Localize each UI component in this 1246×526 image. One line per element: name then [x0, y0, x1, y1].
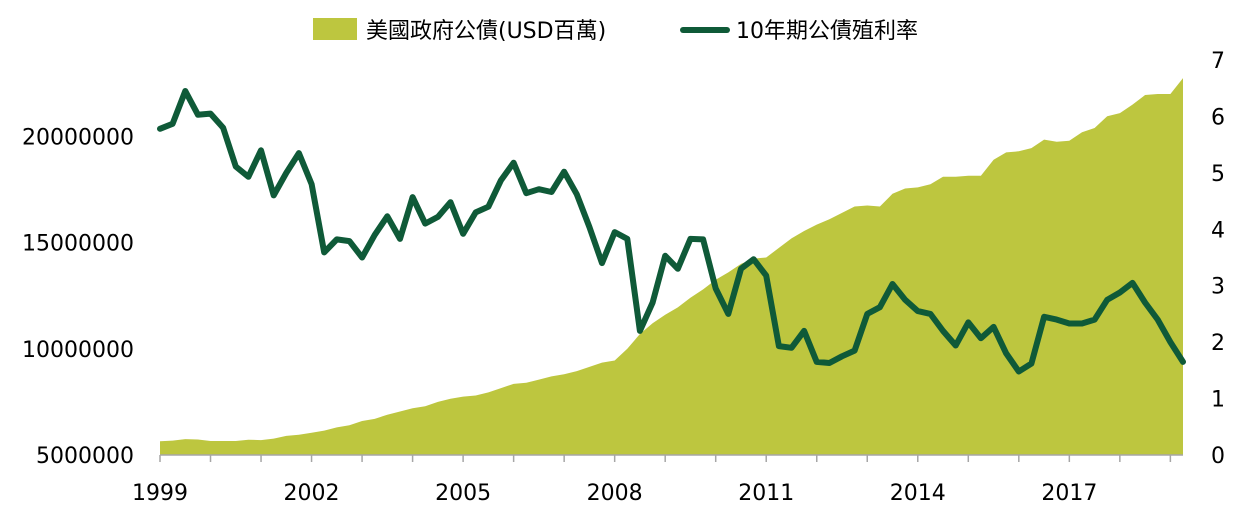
legend-label-area: 美國政府公債(USD百萬) [366, 19, 606, 44]
y-right-tick-label: 1 [1211, 388, 1225, 413]
y-right-tick-label: 2 [1211, 331, 1225, 356]
legend: 美國政府公債(USD百萬) 10年期公債殖利率 [313, 18, 918, 44]
x-tick-label: 2002 [284, 481, 340, 506]
y-right-tick-label: 4 [1211, 218, 1225, 243]
y-left-tick-label: 10000000 [22, 338, 134, 363]
y-right-tick-label: 3 [1211, 275, 1225, 300]
y-right-tick-label: 0 [1211, 444, 1225, 469]
x-tick-label: 2014 [890, 481, 946, 506]
y-left-tick-label: 5000000 [36, 444, 134, 469]
y-right-tick-label: 5 [1211, 162, 1225, 187]
y-right-tick-label: 6 [1211, 105, 1225, 130]
x-tick-label: 2008 [587, 481, 643, 506]
area-series-debt [160, 78, 1183, 455]
x-tick-label: 2005 [435, 481, 491, 506]
x-tick-label: 2017 [1041, 481, 1097, 506]
x-tick-label: 2011 [738, 481, 794, 506]
legend-label-line: 10年期公債殖利率 [736, 19, 918, 44]
x-tick-label: 1999 [132, 481, 188, 506]
y-left-tick-label: 15000000 [22, 232, 134, 257]
legend-swatch-area [313, 18, 357, 40]
y-right-tick-label: 7 [1211, 49, 1225, 74]
line-series-yield [157, 88, 1186, 375]
y-left-tick-label: 20000000 [22, 125, 134, 150]
